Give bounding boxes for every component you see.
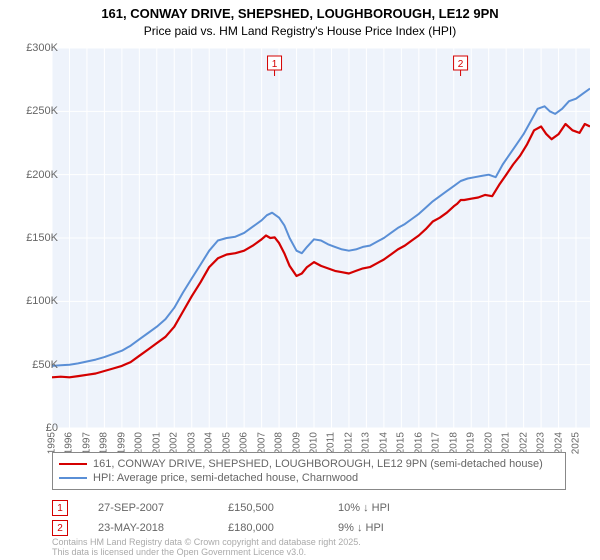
x-tick-label: 2025	[571, 432, 582, 454]
x-tick-label: 2005	[221, 432, 232, 454]
marker-price: £180,000	[228, 522, 338, 534]
y-tick-label: £150K	[26, 232, 58, 244]
y-tick-label: £50K	[32, 359, 58, 371]
marker-badge: 1	[52, 500, 68, 516]
x-tick-label: 2013	[361, 432, 372, 454]
legend-label: 161, CONWAY DRIVE, SHEPSHED, LOUGHBOROUG…	[93, 458, 543, 470]
x-tick-label: 2000	[134, 432, 145, 454]
chart-svg: 12	[52, 48, 590, 428]
x-tick-label: 1995	[47, 432, 58, 454]
x-tick-label: 1996	[64, 432, 75, 454]
x-tick-label: 2008	[274, 432, 285, 454]
y-tick-label: £100K	[26, 295, 58, 307]
x-tick-label: 2001	[151, 432, 162, 454]
y-tick-label: £250K	[26, 105, 58, 117]
x-tick-label: 1998	[99, 432, 110, 454]
legend-item: 161, CONWAY DRIVE, SHEPSHED, LOUGHBOROUG…	[59, 457, 559, 471]
x-tick-label: 2024	[553, 432, 564, 454]
x-tick-label: 2009	[291, 432, 302, 454]
marker-date: 23-MAY-2018	[98, 522, 228, 534]
x-tick-label: 2002	[169, 432, 180, 454]
x-tick-label: 2003	[186, 432, 197, 454]
chart-title: 161, CONWAY DRIVE, SHEPSHED, LOUGHBOROUG…	[0, 0, 600, 23]
x-tick-label: 2014	[378, 432, 389, 454]
x-tick-label: 2012	[343, 432, 354, 454]
chart-area: 12	[52, 48, 590, 428]
x-tick-label: 2007	[256, 432, 267, 454]
x-tick-label: 2017	[431, 432, 442, 454]
legend-swatch	[59, 463, 87, 465]
x-tick-label: 2019	[466, 432, 477, 454]
legend-label: HPI: Average price, semi-detached house,…	[93, 472, 358, 484]
x-tick-label: 2015	[396, 432, 407, 454]
x-tick-label: 1997	[81, 432, 92, 454]
x-tick-label: 2006	[239, 432, 250, 454]
x-tick-label: 2016	[413, 432, 424, 454]
x-tick-label: 2022	[518, 432, 529, 454]
footer-line: This data is licensed under the Open Gov…	[52, 548, 361, 558]
svg-text:1: 1	[272, 59, 278, 70]
x-tick-label: 2011	[326, 432, 337, 454]
x-tick-label: 1999	[116, 432, 127, 454]
chart-subtitle: Price paid vs. HM Land Registry's House …	[0, 23, 600, 38]
y-tick-label: £200K	[26, 169, 58, 181]
marker-date: 27-SEP-2007	[98, 502, 228, 514]
marker-diff: 10% ↓ HPI	[338, 502, 438, 514]
x-tick-label: 2020	[483, 432, 494, 454]
marker-badge: 2	[52, 520, 68, 536]
marker-row: 1 27-SEP-2007 £150,500 10% ↓ HPI	[52, 498, 438, 518]
x-tick-label: 2004	[204, 432, 215, 454]
marker-price: £150,500	[228, 502, 338, 514]
legend-swatch	[59, 477, 87, 479]
marker-diff: 9% ↓ HPI	[338, 522, 438, 534]
marker-row: 2 23-MAY-2018 £180,000 9% ↓ HPI	[52, 518, 438, 538]
x-tick-label: 2010	[309, 432, 320, 454]
x-tick-label: 2018	[448, 432, 459, 454]
y-tick-label: £300K	[26, 42, 58, 54]
chart-container: 161, CONWAY DRIVE, SHEPSHED, LOUGHBOROUG…	[0, 0, 600, 560]
marker-table: 1 27-SEP-2007 £150,500 10% ↓ HPI 2 23-MA…	[52, 498, 438, 538]
svg-text:2: 2	[458, 59, 464, 70]
x-tick-label: 2021	[501, 432, 512, 454]
footer: Contains HM Land Registry data © Crown c…	[52, 538, 361, 558]
x-tick-label: 2023	[536, 432, 547, 454]
legend-item: HPI: Average price, semi-detached house,…	[59, 471, 559, 485]
legend: 161, CONWAY DRIVE, SHEPSHED, LOUGHBOROUG…	[52, 452, 566, 490]
